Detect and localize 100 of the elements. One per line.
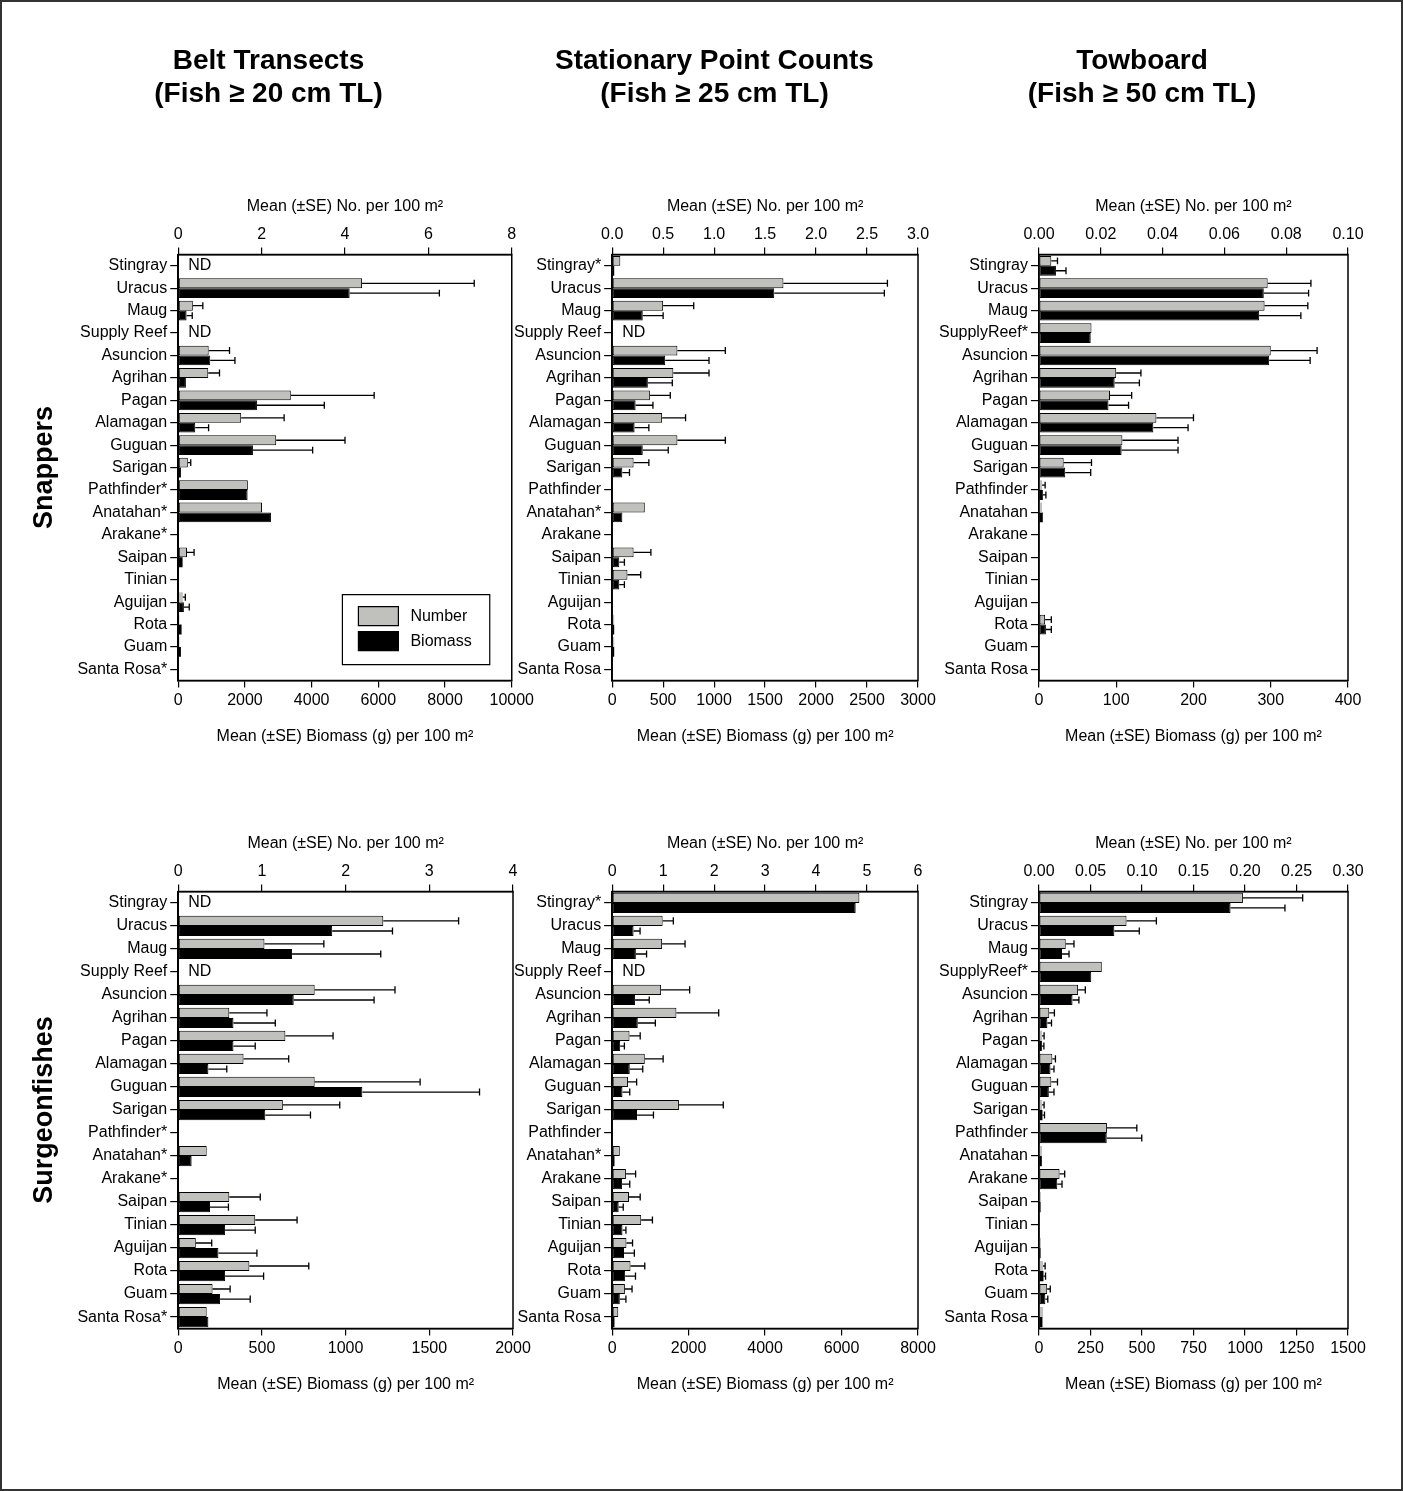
y-tick-label: Maug [127, 301, 168, 319]
x2-tick-label: 4 [811, 862, 821, 880]
x-tick-label: 1500 [411, 1338, 448, 1356]
y-tick-label: Saipan [978, 1192, 1028, 1210]
x-axis-title: Mean (±SE) Biomass (g) per 100 m² [217, 1374, 475, 1392]
y-tick-label: Supply Reef [513, 962, 602, 980]
y-tick-label: Santa Rosa [517, 1307, 602, 1325]
y-tick-label: Saipan [978, 547, 1028, 565]
y-tick-label: Arakane [541, 525, 602, 543]
x2-axis-title: Mean (±SE) No. per 100 m² [247, 834, 445, 852]
y-tick-label: Guam [123, 1284, 168, 1302]
y-tick-label: Anatahan* [92, 502, 168, 520]
x2-tick-label: 3.0 [906, 225, 930, 243]
y-tick-label: Maug [561, 939, 602, 957]
x-tick-label: 400 [1334, 690, 1362, 708]
y-tick-label: Guguan [544, 435, 602, 453]
y-tick-label: Uracus [977, 916, 1028, 934]
x2-tick-label: 0.04 [1147, 225, 1179, 243]
y-tick-label: Guam [557, 637, 602, 655]
y-tick-label: Guguan [971, 435, 1028, 453]
y-tick-label: Asuncion [962, 345, 1028, 363]
y-tick-label: Agrihan [546, 368, 602, 386]
y-tick-label: Guguan [971, 1077, 1028, 1095]
y-tick-label: Asuncion [962, 985, 1028, 1003]
legend-label: Number [410, 607, 468, 625]
x2-tick-label: 1.5 [753, 225, 777, 243]
x-tick-label: 0 [1034, 1338, 1044, 1356]
y-tick-label: Pagan [554, 1031, 602, 1049]
y-tick-label: Stingray* [536, 256, 602, 274]
y-tick-label: Uracus [550, 916, 602, 934]
y-tick-label: Pathfinder* [88, 1123, 168, 1141]
y-tick-label: Guam [984, 637, 1028, 655]
y-tick-label: Tinian [124, 570, 168, 588]
y-tick-label: Pagan [120, 1031, 168, 1049]
y-tick-label: Santa Rosa [944, 659, 1029, 677]
x2-tick-label: 0.10 [1332, 225, 1364, 243]
y-tick-label: Alamagan [955, 413, 1028, 431]
y-tick-label: Rota [133, 1261, 168, 1279]
x2-tick-label: 8 [507, 225, 517, 243]
y-tick-label: SupplyReef* [938, 962, 1028, 980]
x2-tick-label: 4 [340, 225, 350, 243]
x-axis-title: Mean (±SE) Biomass (g) per 100 m² [636, 1374, 895, 1392]
y-tick-label: Saipan [551, 1192, 602, 1210]
y-tick-label: Rota [994, 614, 1029, 632]
y-tick-label: Aguijan [547, 1238, 602, 1256]
x-tick-label: 8000 [427, 690, 463, 708]
y-tick-label: Pathfinder [955, 1123, 1029, 1141]
x2-tick-label: 0.0 [601, 225, 624, 243]
y-tick-label: Aguijan [547, 592, 602, 610]
y-tick-label: Stingray [108, 256, 168, 274]
y-tick-label: Asuncion [535, 985, 602, 1003]
y-tick-label: Arakane* [101, 525, 168, 543]
y-tick-label: Alamagan [529, 413, 602, 431]
y-tick-label: Aguijan [974, 592, 1028, 610]
chart-title: Stationary Point Counts (Fish ≥ 25 cm TL) [555, 43, 874, 109]
y-tick-label: Stingray [969, 256, 1028, 274]
y-tick-label: Stingray [108, 893, 168, 911]
y-tick-label: Pathfinder [528, 1123, 602, 1141]
y-tick-label: Alamagan [529, 1054, 602, 1072]
text: ND [622, 323, 646, 341]
x-tick-label: 1000 [696, 690, 733, 708]
x2-tick-label: 1 [257, 862, 267, 880]
x-tick-label: 200 [1180, 690, 1207, 708]
y-tick-label: Guguan [110, 435, 168, 453]
x2-axis-title: Mean (±SE) No. per 100 m² [246, 197, 444, 215]
y-tick-label: Agrihan [972, 1008, 1028, 1026]
y-tick-label: Supply Reef [80, 962, 168, 980]
x2-tick-label: 0 [173, 225, 183, 243]
y-tick-label: Agrihan [546, 1008, 602, 1026]
x2-axis-title: Mean (±SE) No. per 100 m² [1095, 834, 1293, 852]
x2-tick-label: 0 [173, 862, 183, 880]
y-tick-label: Aguijan [974, 1238, 1028, 1256]
x2-tick-label: 0.25 [1280, 862, 1313, 880]
y-tick-label: Sarigan [972, 458, 1028, 476]
x-tick-label: 0 [173, 1338, 183, 1356]
x2-tick-label: 2 [341, 862, 351, 880]
y-tick-label: Sarigan [972, 1100, 1028, 1118]
y-tick-label: Stingray [969, 893, 1028, 911]
x-tick-label: 2000 [227, 690, 263, 708]
x2-tick-label: 0.30 [1332, 862, 1364, 880]
x2-tick-label: 0 [607, 862, 617, 880]
x2-tick-label: 6 [423, 225, 433, 243]
y-tick-label: Guam [123, 637, 168, 655]
x2-tick-label: 0.5 [652, 225, 675, 243]
y-tick-label: Pathfinder [955, 480, 1029, 498]
y-tick-label: Saipan [117, 1192, 168, 1210]
x-tick-label: 1250 [1278, 1338, 1315, 1356]
y-tick-label: Santa Rosa* [77, 1307, 168, 1325]
y-tick-label: Arakane [968, 525, 1029, 543]
text: ND [188, 893, 212, 911]
x-tick-label: 1500 [747, 690, 783, 708]
y-axis-title: Surgeonfishes [27, 1016, 58, 1204]
x2-tick-label: 0.00 [1023, 225, 1055, 243]
x2-tick-label: 4 [508, 862, 518, 880]
x2-tick-label: 0.08 [1270, 225, 1302, 243]
y-tick-label: Pagan [981, 390, 1028, 408]
x-tick-label: 100 [1102, 690, 1130, 708]
y-tick-label: Arakane [968, 1169, 1029, 1187]
x-tick-label: 0 [173, 690, 183, 708]
y-tick-label: Rota [567, 614, 602, 632]
